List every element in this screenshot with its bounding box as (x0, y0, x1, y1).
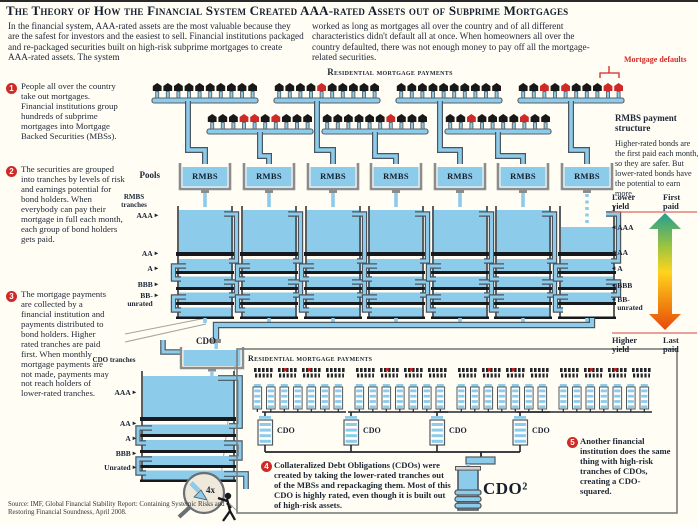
note-3-badge: 3 (6, 291, 17, 302)
triangle-left-icon: ◂ (612, 249, 616, 256)
rmbs-tranche-aaa: AAA ▸ (136, 211, 158, 220)
cdo-tranche-a: A ▸ (125, 434, 136, 443)
rating-aaa: ◂ AAA (612, 223, 634, 232)
rmbs-tranches-label: RMBS tranches (121, 193, 147, 210)
note-2-badge: 2 (6, 166, 17, 177)
rmbs-panel-body: Higher-rated bonds are the first paid ea… (615, 139, 698, 198)
mini-cdo-label-2: CDO (363, 426, 381, 435)
intro-right: worked as long as mortgages all over the… (312, 21, 590, 63)
pool-label-4: RMBS (383, 171, 409, 181)
rating-bbb: ◂ BBB (612, 281, 633, 290)
triangle-left-icon: ◂ (612, 224, 616, 231)
note-2-text: The securities are grouped into tranches… (21, 164, 125, 244)
pool-label-7: RMBS (574, 171, 600, 181)
triangle-right-icon: ▸ (154, 265, 158, 272)
pool-label-2: RMBS (256, 171, 282, 181)
top-rule (0, 0, 698, 2)
rmbs-tranche-aa: AA ▸ (141, 249, 158, 258)
cdo-tranche-unrated: Unrated ▸ (104, 463, 136, 472)
rmbs-panel-heading: RMBS payment structure (615, 113, 677, 133)
triangle-right-icon: ▸ (154, 281, 158, 288)
note-1-badge: 1 (6, 83, 17, 94)
rating-aa: ◂ AA (612, 248, 629, 257)
mini-cdo-label-3: CDO (449, 426, 467, 435)
magnifier-4x-label: 4x (206, 485, 215, 495)
last-paid-label: Last paid (663, 336, 679, 354)
first-paid-label: First paid (663, 193, 681, 211)
triangle-right-icon: ▸ (132, 435, 136, 442)
cdo-tranche-aaa: AAA ▸ (114, 388, 136, 397)
mini-cdo-label-4: CDO (532, 426, 550, 435)
triangle-left-icon: ◂ (612, 282, 616, 289)
rmbs-tranche-bbb: BBB ▸ (137, 280, 158, 289)
page-title: The Theory of How the Financial System C… (6, 3, 569, 18)
cdo-tranches-label: CDO tranches (92, 356, 136, 364)
triangle-right-icon: ▸ (154, 292, 158, 299)
point-4-text: Collateralized Debt Obligations (CDOs) w… (274, 460, 451, 511)
triangle-right-icon: ▸ (132, 389, 136, 396)
triangle-right-icon: ▸ (132, 464, 136, 471)
pools-label: Pools (139, 170, 160, 180)
point-5-text: Another financial institution does the s… (580, 436, 671, 497)
intro-left: In the financial system, AAA-rated asset… (8, 21, 304, 63)
rmbs-tranche-a: A ▸ (147, 264, 158, 273)
point-5-badge: 5 (567, 437, 578, 448)
point-4-badge: 4 (261, 461, 272, 472)
source-note: Source: IMF, Global Financial Stability … (8, 501, 225, 517)
rmbs-tranche-bb: BB-unrated ▸ (127, 291, 158, 308)
triangle-right-icon: ▸ (132, 420, 136, 427)
triangle-left-icon: ◂ (612, 265, 616, 272)
mortgage-defaults-label: Mortgage defaults (624, 55, 687, 64)
cdo-pool-label: CDO (196, 336, 216, 346)
triangle-right-icon: ▸ (154, 212, 158, 219)
mini-cdo-label-1: CDO (277, 426, 295, 435)
pool-label-6: RMBS (510, 171, 536, 181)
triangle-left-icon: ◂ (612, 296, 616, 303)
note-3-text: The mortgage payments are collected by a… (21, 289, 109, 399)
higher-yield-label: Higher yield (612, 336, 637, 354)
rating-bb-unrated: ◂ BB-unrated (612, 295, 643, 312)
residential-payments-label: Residential mortgage payments (327, 67, 453, 77)
rating-a: ◂ A (612, 264, 623, 273)
lower-yield-label: Lower yield (612, 193, 636, 211)
cdo-tranche-aa: AA ▸ (119, 419, 136, 428)
pool-label-1: RMBS (192, 171, 218, 181)
triangle-right-icon: ▸ (132, 450, 136, 457)
mini-residential-label: Residential mortgage payments (248, 354, 373, 363)
pool-label-3: RMBS (320, 171, 346, 181)
cdo-squared-label: CDO² (483, 479, 528, 498)
pool-label-5: RMBS (447, 171, 473, 181)
triangle-right-icon: ▸ (154, 250, 158, 257)
cdo-tranche-bbb: BBB ▸ (115, 449, 136, 458)
note-1-text: People all over the country take out mor… (21, 81, 118, 141)
